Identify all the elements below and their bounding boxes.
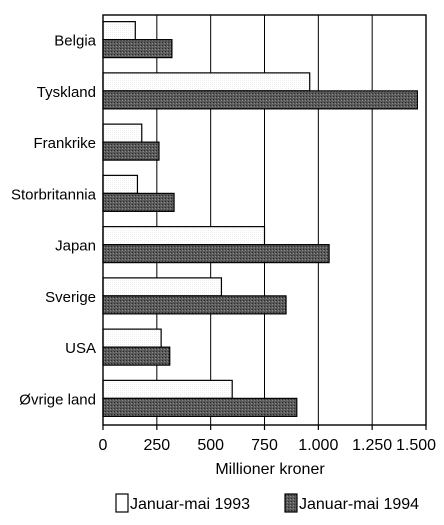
category-label: Sverige (45, 289, 96, 306)
bar-1993-5 (102, 277, 223, 297)
x-tick-label: 1.000 (298, 437, 338, 454)
category-label: USA (65, 340, 96, 357)
x-axis-label: Millioner kroner (215, 461, 325, 478)
x-tick-label: 1.500 (396, 437, 436, 454)
bar-1993-2 (102, 123, 143, 143)
bar-1993-4 (102, 226, 266, 246)
legend-swatch-1994 (284, 493, 298, 513)
bar-1994-7 (102, 397, 298, 417)
bar-1993-3 (102, 174, 139, 194)
plot-frame (102, 14, 427, 430)
bar-1994-0 (102, 39, 173, 59)
legend-swatch-1993 (115, 493, 129, 513)
category-label: Storbritannia (11, 186, 97, 203)
category-label: Japan (55, 238, 96, 255)
x-tick-label: 1.250 (352, 437, 392, 454)
bar-1993-1 (102, 72, 311, 92)
x-tick-labels: 0 250 500 750 1.000 1.250 1.500 (99, 437, 437, 454)
x-tick-label: 0 (99, 437, 108, 454)
bar-1994-5 (102, 295, 287, 315)
category-label: Øvrige land (19, 391, 96, 408)
bar-1994-1 (102, 90, 418, 110)
bar-1993-7 (102, 379, 233, 399)
legend-label-1994: Januar-mai 1994 (299, 496, 419, 513)
bar-1993-6 (102, 328, 162, 348)
legend-label-1993: Januar-mai 1993 (130, 496, 250, 513)
bar-1993-0 (102, 21, 136, 41)
category-label: Tyskland (37, 84, 96, 101)
category-label: Belgia (54, 33, 96, 50)
bar-1994-2 (102, 141, 160, 161)
bars-layer (102, 21, 418, 417)
x-tick-label: 500 (197, 437, 224, 454)
category-labels: Belgia Tyskland Frankrike Storbritannia Japa… (11, 33, 97, 409)
x-tick-label: 750 (251, 437, 278, 454)
x-tick-label: 250 (143, 437, 170, 454)
bar-1994-4 (102, 244, 330, 264)
legend: Januar-mai 1993 Januar-mai 1994 (115, 493, 419, 513)
category-label: Frankrike (33, 135, 96, 152)
bar-1994-6 (102, 346, 171, 366)
bar-1994-3 (102, 192, 175, 212)
